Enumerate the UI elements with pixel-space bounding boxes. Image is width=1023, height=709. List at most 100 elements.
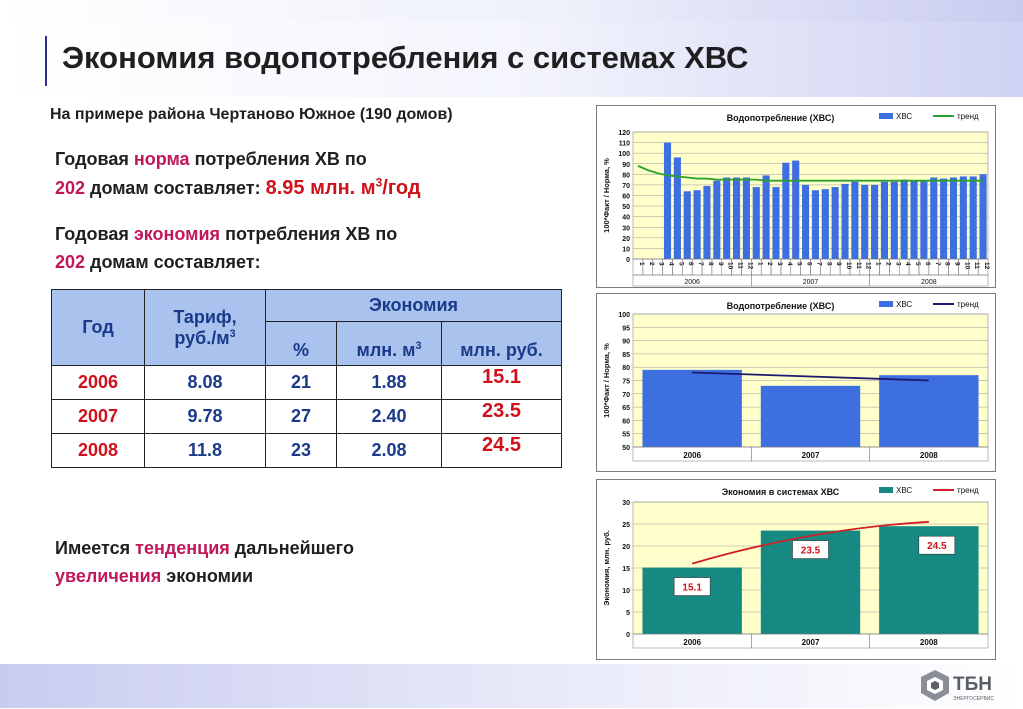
x-tick-label: 4 xyxy=(904,262,911,266)
x-tick-label: 10 xyxy=(727,262,734,270)
bar xyxy=(940,178,948,259)
y-tick-label: 85 xyxy=(622,352,630,359)
chart-monthly-svg: Водопотребление (ХВС) ХВС тренд 0 10 20 30 40 50… xyxy=(602,112,990,287)
chart-yearly-svg: Водопотребление (ХВС) ХВС тренд 50 55 60 65 70 7… xyxy=(602,300,989,462)
conclusion-text-a: Имеется xyxy=(55,538,136,558)
norm-text-line-1: Годовая норма потребления ХВ по xyxy=(55,145,367,173)
bar xyxy=(792,160,800,259)
y-tick-label: 80 xyxy=(622,365,630,372)
bar xyxy=(890,181,898,259)
bar xyxy=(663,142,672,259)
y-tick-label: 20 xyxy=(622,544,630,551)
y-tick-label: 0 xyxy=(626,632,630,639)
conclusion-line-1: Имеется тенденция дальнейшего xyxy=(55,534,354,562)
data-label: 24.5 xyxy=(927,541,947,552)
x-group-box xyxy=(869,274,989,287)
norm-text-line-2: 202 домам составляет: 8.95 млн. м3/год xyxy=(55,174,421,202)
bar xyxy=(949,177,958,259)
data-label: 15.1 xyxy=(682,583,702,594)
x-tick-label: 9 xyxy=(717,262,724,266)
y-tick-label: 100 xyxy=(618,151,630,158)
y-tick-label: 30 xyxy=(622,500,630,507)
y-tick-label: 40 xyxy=(622,215,630,222)
x-tick-label: 5 xyxy=(914,262,921,266)
economy-text-line-1: Годовая экономия потребления ХВ по xyxy=(55,220,397,248)
bar xyxy=(673,157,681,259)
cell-m3: 2.40 xyxy=(336,399,442,434)
legend-label: тренд xyxy=(957,112,979,121)
x-tick-label: 8 xyxy=(825,262,832,266)
bar xyxy=(900,179,908,259)
x-tick-label: 7 xyxy=(934,262,941,266)
legend-label: тренд xyxy=(957,300,979,309)
economy-text-b: потребления ХВ по xyxy=(220,224,398,244)
trend-line xyxy=(691,520,929,565)
legend-swatch-bar xyxy=(879,301,893,307)
subtitle: На примере района Чертаново Южное (190 д… xyxy=(50,106,453,123)
bar xyxy=(880,181,889,259)
bar xyxy=(851,181,859,259)
data-label: 23.5 xyxy=(801,546,821,557)
bar xyxy=(910,180,918,259)
economy-table: Год Тариф, руб./м3 Экономия % млн. м3 мл… xyxy=(51,289,562,468)
title-band xyxy=(0,22,1023,97)
col-header-mln-m3: млн. м3 xyxy=(336,321,442,366)
bar xyxy=(969,176,977,259)
x-tick-label: 1 xyxy=(756,262,763,266)
y-tick-label: 15 xyxy=(622,566,630,573)
logo-text: ТБН xyxy=(953,674,992,695)
x-tick-label: 12 xyxy=(746,262,753,270)
norm-value-unit: /год xyxy=(382,177,421,199)
bar xyxy=(959,176,967,259)
bar xyxy=(713,180,721,259)
x-tick-label: 12 xyxy=(865,262,872,270)
title-accent-rule xyxy=(45,36,47,86)
legend-label: тренд xyxy=(957,486,979,495)
bar xyxy=(979,174,987,259)
x-tick-label: 7 xyxy=(815,262,822,266)
logo-core-icon xyxy=(931,681,939,690)
x-tick-label: 2 xyxy=(648,262,655,266)
logo-subtext: ЭНЕРГОСЕРВИС xyxy=(953,696,994,702)
conclusion-text-c: экономии xyxy=(161,566,254,586)
bar xyxy=(762,175,770,259)
x-tick-label: 1 xyxy=(638,262,645,266)
legend-label: ХВС xyxy=(896,300,912,309)
x-tick-label: 3 xyxy=(658,262,665,266)
x-tick-label: 4 xyxy=(786,262,793,266)
x-tick-label: 10 xyxy=(963,262,970,270)
table-row: 2008 11.8 23 2.08 24.5 xyxy=(51,433,562,468)
col-header-pct: % xyxy=(265,321,337,366)
col-header-tariff: Тариф, руб./м3 xyxy=(144,289,266,366)
conclusion-text-b: дальнейшего xyxy=(229,538,354,558)
x-tick-label: 11 xyxy=(855,262,862,269)
x-tick-label: 2008 xyxy=(920,451,938,460)
cell-pct: 27 xyxy=(265,399,337,434)
table-row: 2007 9.78 27 2.40 23.5 xyxy=(51,399,562,434)
y-tick-label: 80 xyxy=(622,172,630,179)
mln-m3-header-text: млн. м xyxy=(356,340,416,360)
x-tick-label: 10 xyxy=(845,262,852,270)
data-label-box xyxy=(918,535,956,555)
y-tick-label: 10 xyxy=(622,246,630,253)
norm-house-count: 202 xyxy=(55,178,86,198)
economy-house-count: 202 xyxy=(55,252,86,272)
bar xyxy=(742,177,750,259)
x-group-label: 2007 xyxy=(803,279,819,286)
x-tick-label: 7 xyxy=(697,262,704,266)
x-tick-label: 12 xyxy=(983,262,990,270)
bar xyxy=(683,191,691,259)
bar xyxy=(861,184,869,259)
x-tick-label: 2 xyxy=(884,262,891,266)
y-tick-label: 70 xyxy=(622,392,630,399)
legend-label: ХВС xyxy=(896,486,912,495)
data-label-box xyxy=(792,540,829,559)
cell-tariff: 9.78 xyxy=(144,399,266,434)
y-tick-label: 10 xyxy=(622,588,630,595)
bar xyxy=(703,185,711,259)
y-tick-label: 60 xyxy=(622,194,630,201)
bar xyxy=(760,385,861,447)
y-tick-label: 90 xyxy=(622,162,630,169)
table-row: 2006 8.08 21 1.88 15.1 xyxy=(51,365,562,400)
x-tick-label: 6 xyxy=(924,262,931,266)
